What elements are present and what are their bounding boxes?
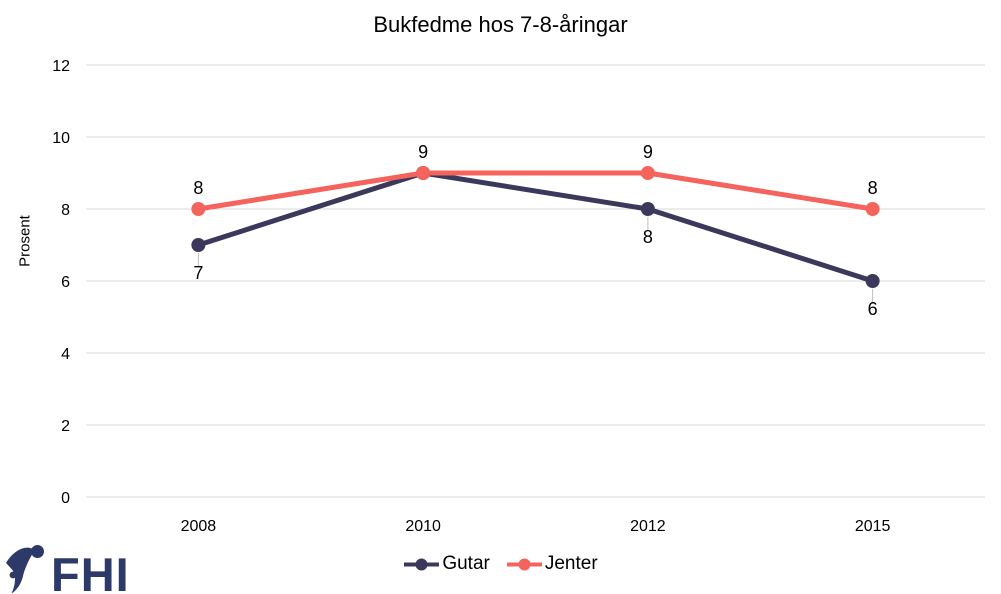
data-label: 8 xyxy=(868,178,878,198)
data-point-jenter xyxy=(191,202,206,216)
data-point-gutar xyxy=(191,238,206,252)
data-label: 6 xyxy=(868,299,878,319)
x-tick-label: 2008 xyxy=(181,518,217,535)
y-tick-label: 12 xyxy=(52,58,70,75)
x-tick-label: 2012 xyxy=(630,518,666,535)
y-tick-label: 4 xyxy=(61,346,70,363)
x-tick-label: 2010 xyxy=(405,518,441,535)
series-line-jenter xyxy=(195,170,876,212)
chart-legend: Gutar Jenter xyxy=(0,553,1001,575)
data-label: 9 xyxy=(418,142,428,162)
data-label: 9 xyxy=(643,142,653,162)
data-point-gutar xyxy=(865,274,880,288)
data-point-jenter xyxy=(865,202,880,216)
fhi-logo: FHI xyxy=(6,539,138,594)
data-label: 7 xyxy=(193,263,203,283)
legend-label-gutar: Gutar xyxy=(442,553,490,574)
data-label: 8 xyxy=(193,178,203,198)
chart-plot-area: 0 2 4 6 8 10 12 2008 2010 2012 2015 7 8 6 8 9 9 8 xyxy=(52,58,985,535)
fhi-swoosh-icon xyxy=(6,545,44,594)
legend-item-gutar: Gutar xyxy=(403,553,490,575)
y-tick-label: 0 xyxy=(61,490,70,507)
fhi-logo-text: FHI xyxy=(51,548,130,594)
gutar-line-marker-icon xyxy=(404,558,440,570)
data-point-gutar xyxy=(640,202,655,216)
legend-item-jenter: Jenter xyxy=(506,553,598,575)
y-tick-label: 8 xyxy=(61,202,70,219)
data-point-jenter xyxy=(640,166,655,180)
data-point-jenter xyxy=(416,166,431,180)
legend-label-jenter: Jenter xyxy=(544,553,598,574)
y-tick-label: 6 xyxy=(61,274,70,291)
fhi-logo-graphic: FHI xyxy=(6,545,130,594)
x-tick-label: 2015 xyxy=(855,518,891,535)
jenter-line-marker-icon xyxy=(506,558,542,570)
y-tick-label: 2 xyxy=(61,418,70,435)
data-label: 8 xyxy=(643,227,653,247)
series-line-gutar xyxy=(195,170,876,284)
y-tick-label: 10 xyxy=(52,130,70,147)
chart-title: Bukfedme hos 7-8-åringar xyxy=(373,12,628,37)
